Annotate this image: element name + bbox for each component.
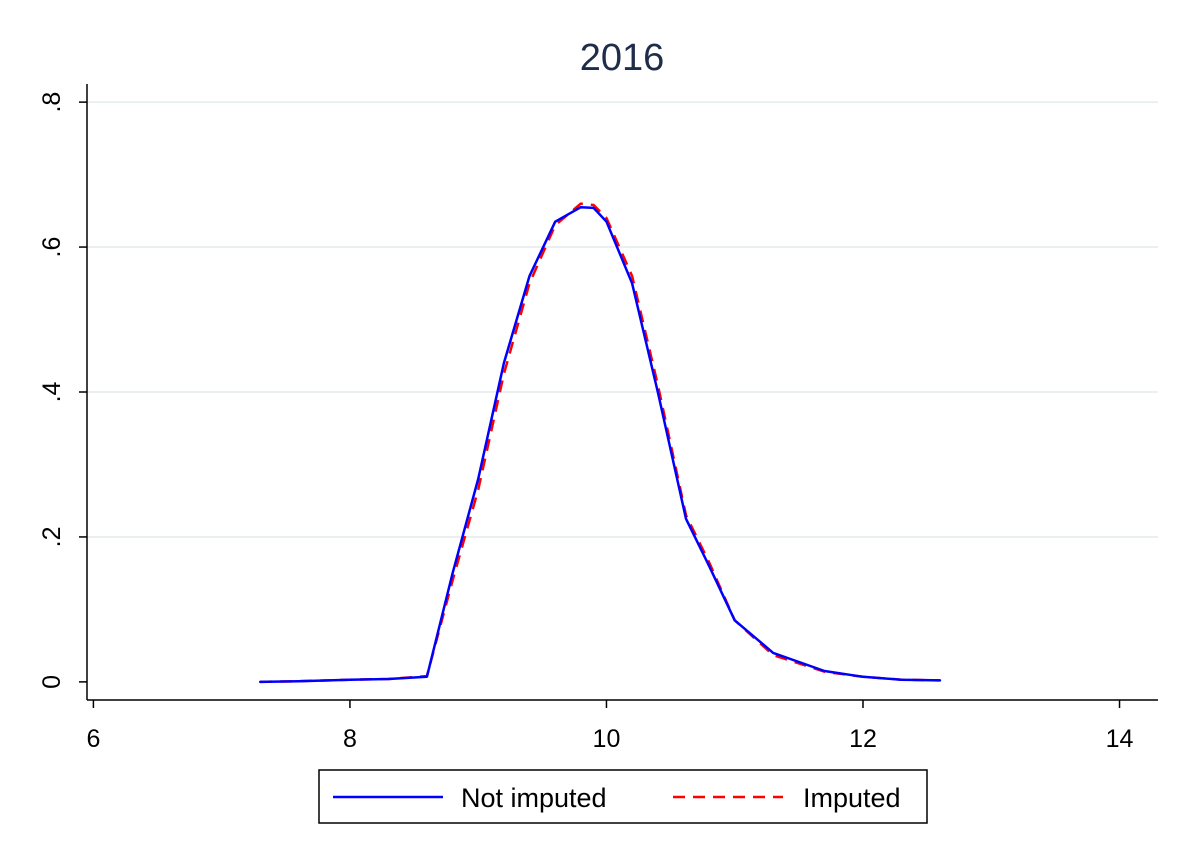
y-tick-label: .2 <box>38 527 66 548</box>
x-tick-label: 8 <box>343 725 357 753</box>
legend-label-imputed: Imputed <box>803 783 901 813</box>
series-line-not-imputed <box>258 205 942 684</box>
x-tick-label: 6 <box>86 725 100 753</box>
legend-box <box>318 769 928 824</box>
series-line-imputed <box>260 202 941 684</box>
y-tick-label: .8 <box>38 92 66 113</box>
legend: Not imputed Imputed <box>318 769 928 824</box>
grid-lines <box>87 101 1158 538</box>
y-tick-label: .6 <box>38 237 66 258</box>
x-tick-label: 14 <box>1106 725 1134 753</box>
legend-label-not-imputed: Not imputed <box>461 783 607 813</box>
y-tick-label: .4 <box>38 381 66 402</box>
series-lines <box>258 202 942 684</box>
y-ticks: 0 .2 .4 .6 .8 <box>38 92 87 689</box>
y-tick-label: 0 <box>38 675 66 689</box>
x-tick-label: 12 <box>849 725 877 753</box>
chart-title: 2016 <box>580 37 665 79</box>
x-tick-label: 10 <box>593 725 621 753</box>
x-ticks: 6 8 10 12 14 <box>86 700 1134 753</box>
